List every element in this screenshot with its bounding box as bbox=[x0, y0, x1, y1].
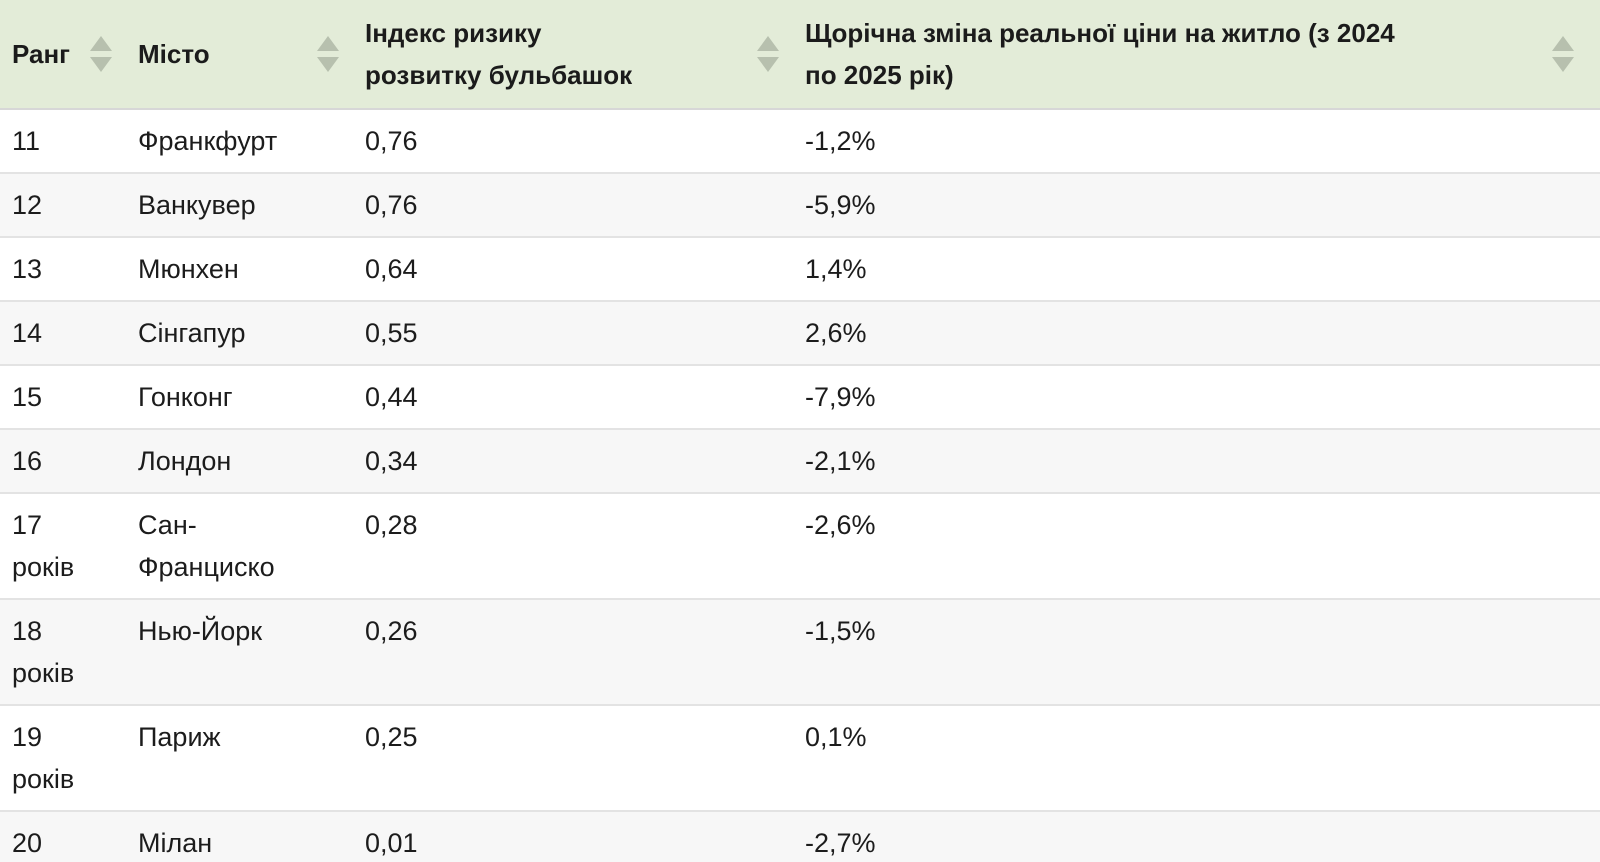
change-cell: 0,1% bbox=[805, 722, 867, 752]
table-row: 13 Мюнхен 0,64 1,4% bbox=[0, 237, 1600, 301]
index-cell: 0,34 bbox=[365, 446, 418, 476]
sort-asc-icon bbox=[757, 36, 779, 51]
column-label-price-change: Щорічна зміна реальної ціни на житло (з … bbox=[805, 18, 1395, 90]
city-cell: Сінгапур bbox=[138, 318, 246, 348]
table-row: 19 років Париж 0,25 0,1% bbox=[0, 705, 1600, 811]
rank-cell: 16 bbox=[12, 446, 43, 476]
table-row: 15 Гонконг 0,44 -7,9% bbox=[0, 365, 1600, 429]
index-cell: 0,55 bbox=[365, 318, 418, 348]
table-row: 20 Мілан 0,01 -2,7% bbox=[0, 811, 1600, 862]
change-cell: -2,7% bbox=[805, 828, 876, 858]
column-header-price-change[interactable]: Щорічна зміна реальної ціни на житло (з … bbox=[805, 0, 1600, 110]
change-cell: -2,1% bbox=[805, 446, 876, 476]
sort-desc-icon bbox=[317, 57, 339, 72]
index-cell: 0,76 bbox=[365, 126, 418, 156]
sort-arrows-icon[interactable] bbox=[317, 36, 339, 72]
index-cell: 0,76 bbox=[365, 190, 418, 220]
change-cell: 2,6% bbox=[805, 318, 867, 348]
sort-arrows-icon[interactable] bbox=[757, 36, 779, 72]
sort-desc-icon bbox=[1552, 57, 1574, 72]
column-label-rank: Ранг bbox=[12, 39, 70, 69]
rank-cell: 12 bbox=[12, 190, 43, 220]
sort-arrows-icon[interactable] bbox=[90, 36, 112, 72]
table-row: 18 років Нью-Йорк 0,26 -1,5% bbox=[0, 599, 1600, 705]
city-cell: Гонконг bbox=[138, 382, 233, 412]
sort-desc-icon bbox=[90, 57, 112, 72]
rank-cell: 17 років bbox=[12, 510, 75, 582]
index-cell: 0,25 bbox=[365, 722, 418, 752]
city-cell: Франкфурт bbox=[138, 126, 278, 156]
table-body: 11 Франкфурт 0,76 -1,2% 12 Ванкувер 0,76… bbox=[0, 109, 1600, 862]
sort-asc-icon bbox=[90, 36, 112, 51]
change-cell: -1,2% bbox=[805, 126, 876, 156]
table-row: 14 Сінгапур 0,55 2,6% bbox=[0, 301, 1600, 365]
index-cell: 0,44 bbox=[365, 382, 418, 412]
rank-cell: 14 bbox=[12, 318, 43, 348]
rank-cell: 20 bbox=[12, 828, 43, 858]
sort-asc-icon bbox=[1552, 36, 1574, 51]
city-cell: Нью-Йорк bbox=[138, 616, 263, 646]
change-cell: -2,6% bbox=[805, 510, 876, 540]
column-label-city: Місто bbox=[138, 39, 210, 69]
rank-cell: 13 bbox=[12, 254, 43, 284]
rank-cell: 11 bbox=[12, 126, 41, 156]
index-cell: 0,01 bbox=[365, 828, 418, 858]
column-label-bubble-index: Індекс ризику розвитку бульбашок bbox=[365, 18, 633, 90]
table-row: 16 Лондон 0,34 -2,1% bbox=[0, 429, 1600, 493]
sort-asc-icon bbox=[317, 36, 339, 51]
city-cell: Ванкувер bbox=[138, 190, 256, 220]
sort-desc-icon bbox=[757, 57, 779, 72]
city-cell: Мілан bbox=[138, 828, 213, 858]
column-header-city[interactable]: Місто bbox=[138, 0, 365, 110]
city-cell: Париж bbox=[138, 722, 221, 752]
change-cell: -5,9% bbox=[805, 190, 876, 220]
table-row: 17 років Сан-Франциско 0,28 -2,6% bbox=[0, 493, 1600, 599]
change-cell: -1,5% bbox=[805, 616, 876, 646]
header-row: Ранг Місто Індекс ризику розвитку бульба… bbox=[0, 0, 1600, 110]
column-header-bubble-index[interactable]: Індекс ризику розвитку бульбашок bbox=[365, 0, 805, 110]
table-row: 11 Франкфурт 0,76 -1,2% bbox=[0, 109, 1600, 173]
index-cell: 0,64 bbox=[365, 254, 418, 284]
change-cell: 1,4% bbox=[805, 254, 867, 284]
table-row: 12 Ванкувер 0,76 -5,9% bbox=[0, 173, 1600, 237]
rank-cell: 19 років bbox=[12, 722, 75, 794]
city-cell: Мюнхен bbox=[138, 254, 239, 284]
column-header-rank[interactable]: Ранг bbox=[0, 0, 138, 110]
table-header: Ранг Місто Індекс ризику розвитку бульба… bbox=[0, 0, 1600, 110]
index-cell: 0,28 bbox=[365, 510, 418, 540]
city-cell: Сан-Франциско bbox=[138, 510, 275, 582]
index-cell: 0,26 bbox=[365, 616, 418, 646]
city-cell: Лондон bbox=[138, 446, 232, 476]
rank-cell: 18 років bbox=[12, 616, 75, 688]
sort-arrows-icon[interactable] bbox=[1552, 36, 1574, 72]
rank-cell: 15 bbox=[12, 382, 43, 412]
change-cell: -7,9% bbox=[805, 382, 876, 412]
